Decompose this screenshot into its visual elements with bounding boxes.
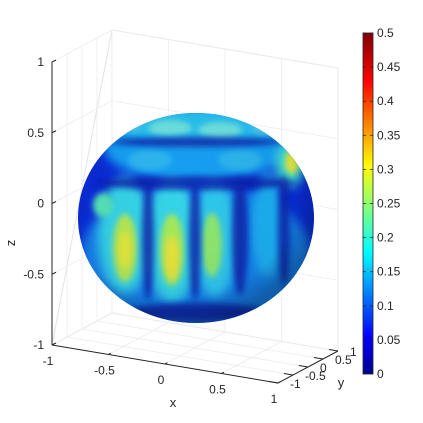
z-tick-mark xyxy=(51,130,57,134)
sphere-surface xyxy=(78,113,314,323)
colorbar-tick-label: 0.35 xyxy=(377,128,401,142)
x-tick-mark xyxy=(277,381,281,384)
tick-labels: -1-0.500.51-1-0.500.51-1-0.500.51 xyxy=(23,55,357,406)
z-tick-mark xyxy=(51,342,57,346)
colorbar-tick-label: 0.45 xyxy=(377,60,401,74)
x-tick-label: -1 xyxy=(43,354,54,368)
y-tick-label: -0.5 xyxy=(305,369,326,383)
y-tick-mark xyxy=(313,356,324,360)
z-tick-mark xyxy=(51,201,57,204)
y-tick-label: 0 xyxy=(320,361,327,375)
colorbar-tick-label: 0.2 xyxy=(377,231,394,245)
colorbar-tick-label: 0.1 xyxy=(377,299,394,313)
z-tick-label: -0.5 xyxy=(23,267,44,281)
colorbar-ticks: 0 0.05 0.1 0.15 0.2 0.25 0.3 0.35 0.4 0.45 0.5 xyxy=(363,26,401,381)
colorbar-tick-label: 0.4 xyxy=(377,94,394,108)
z-tick-label: -1 xyxy=(33,338,44,352)
z-tick-mark xyxy=(51,59,57,63)
x-tick-mark xyxy=(221,371,225,374)
z-tick-label: 1 xyxy=(37,55,44,69)
colorbar-tick-label: 0 xyxy=(377,367,384,381)
x-tick-label: 0.5 xyxy=(209,383,226,397)
tick-marks xyxy=(51,59,339,384)
y-tick-mark xyxy=(283,372,294,376)
y-tick-mark xyxy=(328,348,339,352)
y-tick-mark xyxy=(298,364,309,368)
x-tick-label: 0 xyxy=(158,373,165,387)
colorbar-tick-label: 0.5 xyxy=(377,26,394,40)
y-tick-mark xyxy=(268,380,279,384)
colorbar-tick-label: 0.15 xyxy=(377,265,401,279)
x-tick-label: -0.5 xyxy=(94,364,115,378)
z-tick-mark xyxy=(51,271,57,275)
y-tick-label: -1 xyxy=(290,377,301,391)
z-tick-label: 0.5 xyxy=(27,126,44,140)
z-axis-label: z xyxy=(3,240,18,247)
y-tick-label: 0.5 xyxy=(335,353,352,367)
z-tick-label: 0 xyxy=(37,197,44,211)
x-tick-mark xyxy=(164,362,168,365)
x-axis-label: x xyxy=(170,395,177,410)
y-tick-label: 1 xyxy=(350,345,357,359)
colorbar: 0 0.05 0.1 0.15 0.2 0.25 0.3 0.35 0.4 0.45 0.5 xyxy=(362,26,401,381)
colorbar-tick-label: 0.05 xyxy=(377,333,401,347)
colorbar-tick-label: 0.25 xyxy=(377,197,401,211)
y-axis-label: y xyxy=(338,375,345,390)
x-tick-label: 1 xyxy=(271,392,278,406)
x-tick-mark xyxy=(108,352,112,355)
colorbar-tick-label: 0.3 xyxy=(377,162,394,176)
